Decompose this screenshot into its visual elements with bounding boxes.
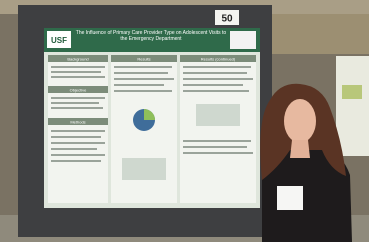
neighbor-poster [336, 56, 369, 156]
logo: USF [51, 36, 67, 45]
neighbor-poster-figure [342, 85, 362, 99]
name-badge [277, 186, 303, 210]
person-face [284, 99, 316, 143]
page: 50 USF The Influence of Primary Care Pro… [0, 0, 369, 242]
bar-chart [196, 104, 240, 126]
section-title: Results (continued) [201, 57, 236, 62]
section-title: Objective [70, 88, 87, 93]
number-sign-text: 50 [221, 14, 233, 25]
column-right [180, 55, 256, 203]
section-title: Methods [70, 120, 85, 125]
title-box: The Influence of Primary Care Provider T… [74, 30, 228, 50]
section-title: Results [137, 57, 150, 62]
logo-right [230, 31, 256, 49]
section-title: Background [67, 57, 88, 62]
photo: 50 USF The Influence of Primary Care Pro… [0, 0, 369, 242]
bar-chart [122, 158, 166, 180]
poster-title: The Influence of Primary Care Provider T… [74, 30, 228, 42]
person-neck [290, 140, 310, 158]
wall-panel [268, 14, 369, 54]
